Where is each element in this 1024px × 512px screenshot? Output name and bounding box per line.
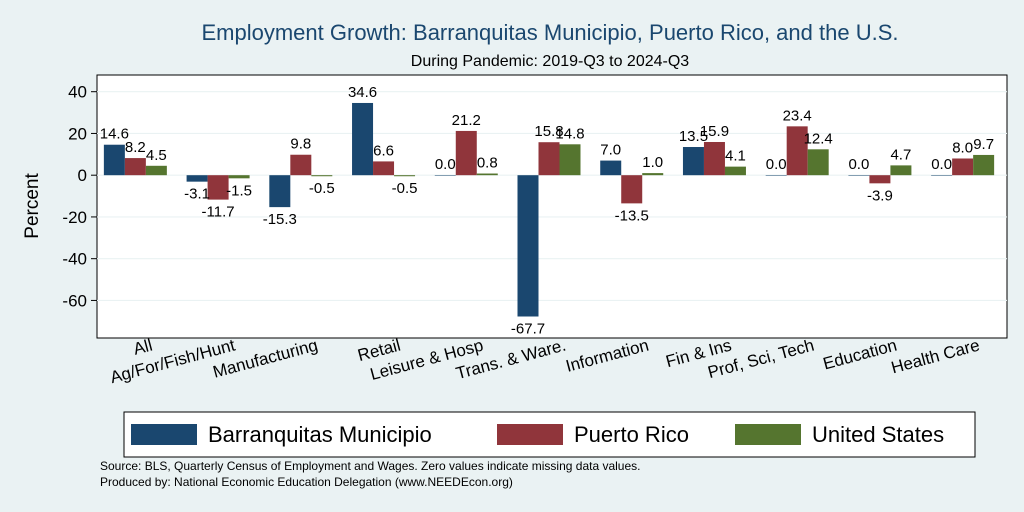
y-tick-label: -40	[62, 250, 87, 269]
legend-label: Barranquitas Municipio	[208, 422, 432, 447]
value-label: 4.7	[890, 146, 911, 163]
y-tick-label: 20	[68, 124, 87, 143]
bar-puerto-rico	[869, 175, 891, 184]
legend-swatch	[735, 424, 801, 445]
y-tick-label: 40	[68, 83, 87, 102]
bar-united-states	[559, 144, 581, 176]
value-label: -11.7	[202, 204, 235, 221]
bar-barranquitas	[600, 160, 622, 176]
bar-united-states	[807, 149, 829, 176]
bar-united-states	[145, 165, 167, 176]
bar-united-states	[394, 175, 416, 177]
value-label: -13.5	[615, 207, 649, 224]
value-label: -3.9	[867, 187, 893, 204]
bar-puerto-rico	[786, 126, 808, 176]
value-label: -1.5	[226, 182, 252, 199]
value-label: 8.0	[952, 139, 973, 156]
bar-puerto-rico	[207, 175, 229, 200]
value-label: -3.1	[184, 186, 210, 203]
legend-label: United States	[812, 422, 944, 447]
bar-barranquitas	[931, 175, 953, 176]
bar-barranquitas	[517, 175, 539, 317]
bar-barranquitas	[269, 175, 291, 208]
bar-puerto-rico	[290, 154, 312, 176]
x-category-label: All	[131, 336, 154, 359]
bar-barranquitas	[103, 144, 125, 176]
bars-group	[103, 102, 995, 317]
bar-united-states	[642, 173, 664, 176]
chart-title: Employment Growth: Barranquitas Municipi…	[202, 20, 899, 45]
bar-puerto-rico	[952, 158, 974, 176]
value-label: 0.0	[848, 156, 869, 173]
value-label: -15.3	[263, 211, 297, 228]
bar-barranquitas	[186, 175, 208, 182]
bar-barranquitas	[352, 102, 374, 176]
bar-barranquitas	[848, 175, 870, 176]
value-label: -67.7	[511, 321, 545, 338]
legend-swatch	[131, 424, 197, 445]
value-label: 34.6	[348, 84, 377, 101]
value-label: 14.8	[555, 125, 584, 142]
bar-puerto-rico	[621, 175, 643, 204]
bar-united-states	[228, 175, 250, 179]
chart-subtitle: During Pandemic: 2019-Q3 to 2024-Q3	[411, 53, 689, 70]
legend-items: Barranquitas Municipio Puerto Rico United …	[131, 422, 944, 447]
value-label: 4.5	[146, 147, 167, 164]
value-label: 7.0	[600, 142, 621, 159]
bar-united-states	[973, 154, 995, 176]
legend: Barranquitas Municipio Puerto Rico United …	[123, 411, 976, 458]
value-label: -0.5	[392, 180, 418, 197]
value-label: 21.2	[452, 112, 481, 129]
y-tick-label: -60	[62, 291, 87, 310]
value-labels: 14.68.2 4.5 -3.1-11.7 -1.5 -15.3 9.8 -0.5 34.6 6…	[100, 84, 994, 338]
bar-puerto-rico	[124, 158, 146, 176]
value-label: 8.2	[125, 139, 146, 156]
value-label: 15.9	[700, 123, 729, 140]
bar-united-states	[890, 165, 912, 176]
value-label: 6.6	[373, 142, 394, 159]
bar-united-states	[311, 175, 333, 177]
bar-barranquitas	[682, 147, 704, 176]
plot-area	[96, 74, 1008, 339]
x-category-label: Health Care	[889, 336, 982, 378]
x-category-label: Education	[821, 336, 899, 374]
bar-puerto-rico	[703, 142, 725, 176]
value-label: 0.0	[766, 156, 787, 173]
y-tick-label: -20	[62, 208, 87, 227]
value-label: 4.1	[725, 148, 746, 165]
bar-puerto-rico	[538, 142, 560, 176]
value-label: 1.0	[642, 154, 663, 171]
source-note: Source: BLS, Quarterly Census of Employm…	[100, 459, 640, 473]
y-tick-label: 0	[78, 166, 87, 185]
legend-label: Puerto Rico	[574, 422, 689, 447]
value-label: 23.4	[783, 107, 812, 124]
bar-puerto-rico	[455, 130, 477, 176]
value-label: 0.8	[477, 155, 498, 172]
y-axis: 40 20 0 -20 -40 -60	[62, 83, 97, 310]
x-category-label: Information	[564, 336, 651, 376]
bar-united-states	[724, 166, 746, 176]
bar-barranquitas	[765, 175, 787, 176]
bar-puerto-rico	[373, 161, 395, 176]
value-label: 0.0	[435, 156, 456, 173]
value-label: 0.0	[931, 156, 952, 173]
value-label: 9.8	[290, 136, 311, 153]
value-label: 9.7	[973, 136, 994, 153]
value-label: 15.8	[534, 123, 563, 140]
value-label: -0.5	[309, 180, 335, 197]
value-label: 14.6	[100, 126, 129, 143]
y-axis-label: Percent	[22, 173, 43, 239]
value-label: 13.5	[679, 128, 708, 145]
bar-united-states	[476, 173, 498, 176]
value-label: 12.4	[804, 130, 833, 147]
producer-note: Produced by: National Economic Education…	[100, 475, 513, 489]
legend-swatch	[497, 424, 563, 445]
bar-barranquitas	[434, 175, 456, 176]
